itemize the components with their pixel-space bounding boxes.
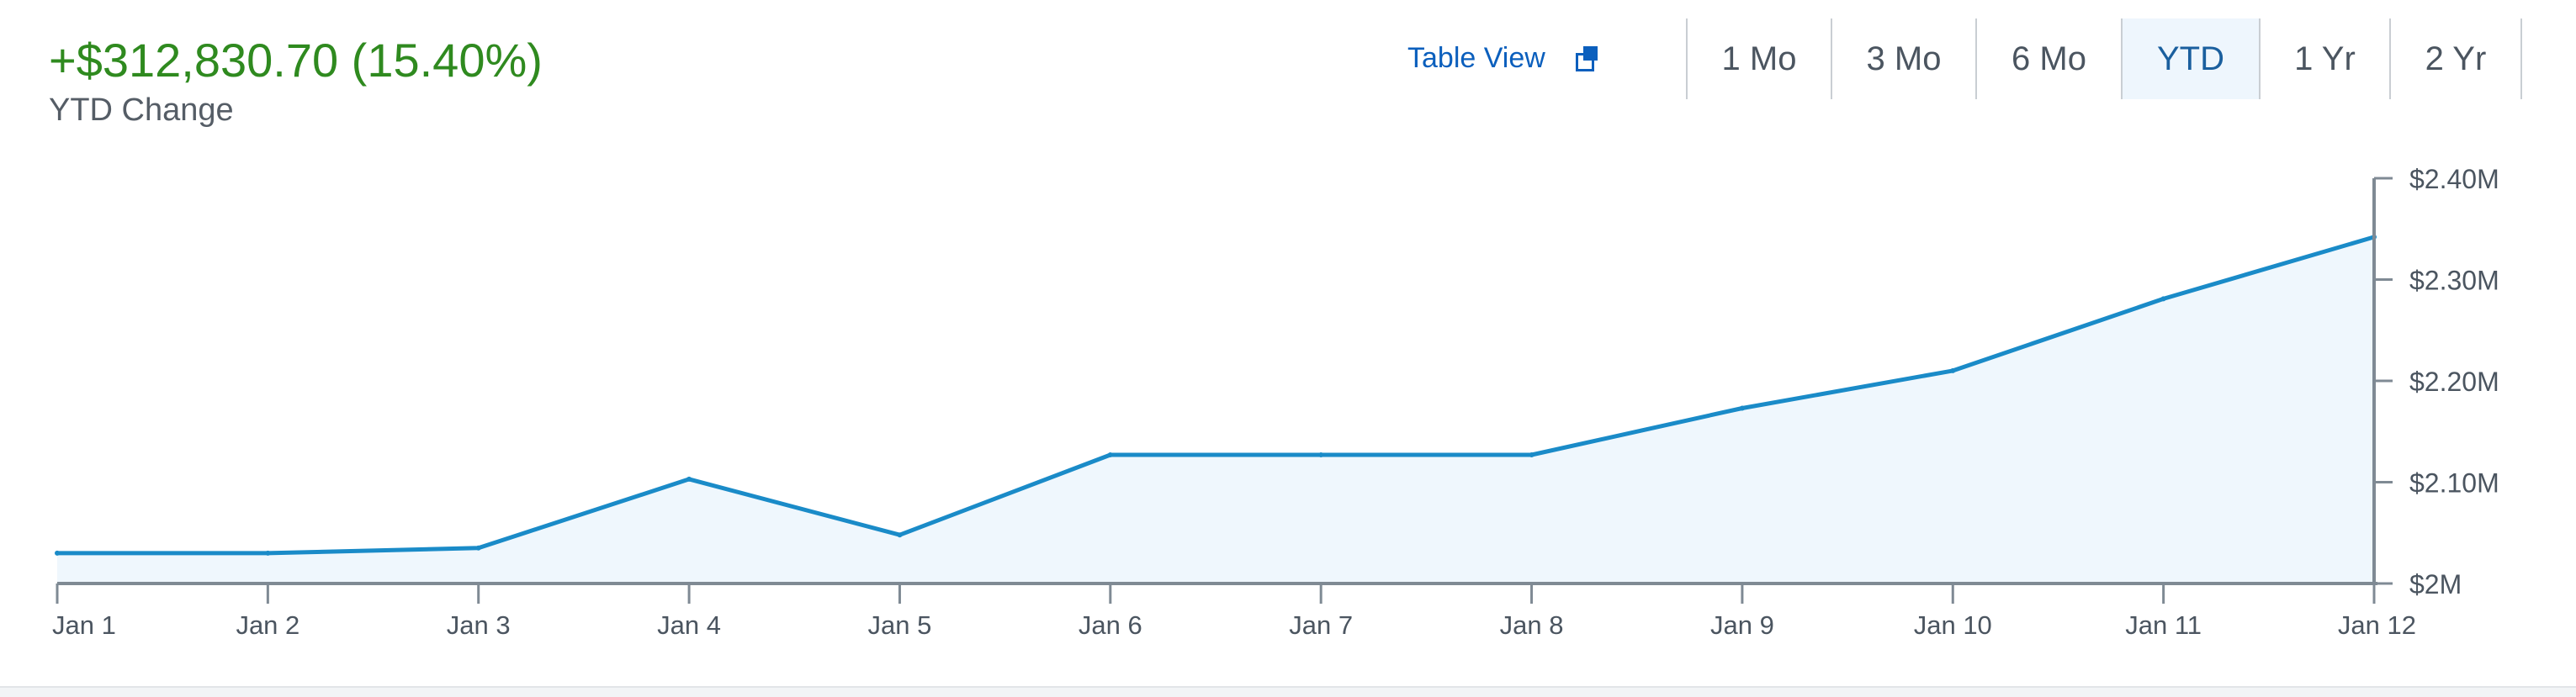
ytd-summary: +$312,830.70 (15.40%) YTD Change	[49, 30, 543, 129]
y-tick-label: $2.10M	[2409, 468, 2499, 499]
x-tick-label: Jan 9	[1710, 610, 1774, 640]
ytd-change-value: +$312,830.70 (15.40%)	[49, 34, 543, 87]
tab-label: 3 Mo	[1866, 40, 1942, 77]
y-tick-label: $2.40M	[2409, 164, 2499, 194]
tab-6-mo[interactable]: 6 Mo	[1977, 18, 2123, 99]
data-point-2	[265, 550, 271, 556]
data-point-8	[1529, 452, 1534, 457]
x-tick-label: Jan 4	[657, 610, 721, 640]
y-tick-label: $2.20M	[2409, 367, 2499, 397]
area-fill	[57, 236, 2374, 583]
x-tick-label: Jan 8	[1500, 610, 1564, 640]
time-range-tabs: 1 Mo 3 Mo 6 Mo YTD 1 Yr 2 Yr	[1686, 18, 2522, 99]
ytd-change-label: YTD Change	[49, 92, 234, 128]
x-tick-label: Jan 6	[1079, 610, 1142, 640]
tab-3-mo[interactable]: 3 Mo	[1832, 18, 1977, 99]
data-point-1	[55, 550, 60, 556]
x-tick-label: Jan 11	[2125, 610, 2202, 640]
x-tick-label: Jan 10	[1914, 610, 1992, 640]
data-point-6	[1107, 452, 1113, 457]
series-line	[55, 235, 2377, 556]
tab-label: 2 Yr	[2425, 40, 2487, 77]
y-tick-label: $2M	[2409, 569, 2462, 599]
popout-icon	[1575, 46, 1599, 71]
tab-1-yr[interactable]: 1 Yr	[2261, 18, 2391, 99]
data-point-4	[686, 476, 692, 482]
data-point-7	[1318, 452, 1324, 457]
x-tick-label: Jan 12	[2338, 610, 2416, 640]
table-view-label: Table View	[1407, 41, 1545, 74]
data-point-3	[475, 545, 481, 551]
tab-ytd[interactable]: YTD	[2123, 18, 2261, 99]
tab-label: 6 Mo	[2012, 40, 2086, 77]
table-view-link[interactable]: Table View	[1407, 37, 1599, 79]
tab-label: YTD	[2157, 40, 2224, 77]
footer-bar	[0, 686, 2576, 697]
tab-label: 1 Mo	[1721, 40, 1797, 77]
data-point-11	[2160, 296, 2166, 302]
x-tick-label: Jan 7	[1289, 610, 1353, 640]
y-tick-label: $2.30M	[2409, 266, 2499, 296]
data-point-5	[897, 532, 903, 538]
tab-1-mo[interactable]: 1 Mo	[1688, 18, 1832, 99]
x-tick-label: Jan 2	[236, 610, 299, 640]
tab-2-yr[interactable]: 2 Yr	[2391, 18, 2522, 99]
x-tick-label: Jan 1	[52, 610, 116, 640]
data-point-10	[1950, 367, 1956, 373]
tab-label: 1 Yr	[2294, 40, 2356, 77]
x-tick-label: Jan 3	[447, 610, 511, 640]
x-tick-label: Jan 5	[868, 610, 932, 640]
data-point-9	[1739, 405, 1745, 411]
